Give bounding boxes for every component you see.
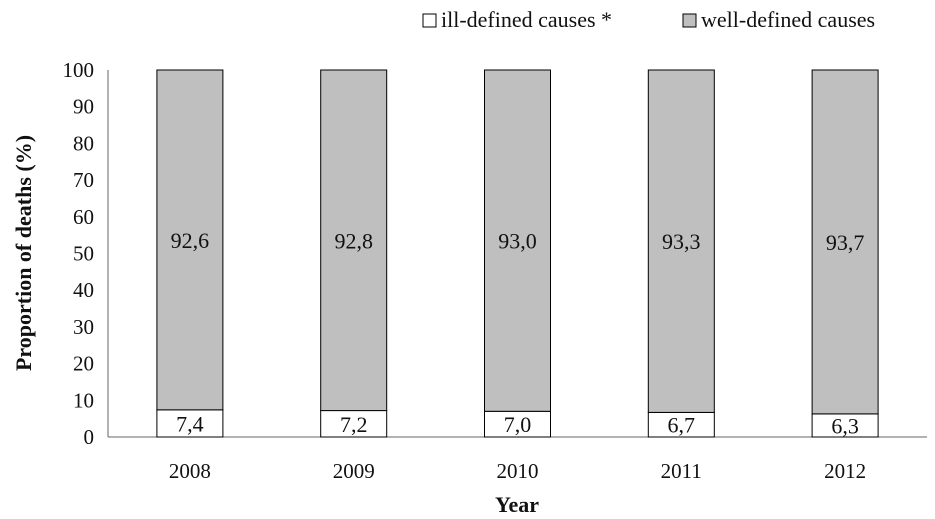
x-axis-title: Year <box>495 492 539 514</box>
bar-ill-defined <box>156 409 224 438</box>
y-tick-label: 50 <box>73 242 94 266</box>
x-tick-label: 2012 <box>824 459 866 483</box>
legend-swatch <box>422 13 437 28</box>
data-label: 93,7 <box>826 230 865 255</box>
bar-ill-defined <box>320 410 388 438</box>
bars: 7,4 92,6 7,2 92,8 7,0 93,0 6,7 93,3 6,3 93,7 <box>156 69 879 438</box>
data-label: 7,0 <box>504 412 532 437</box>
data-label: 7,4 <box>176 411 204 436</box>
y-axis: 0 10 20 30 40 50 60 70 80 90 100 <box>63 58 109 449</box>
x-tick-label: 2008 <box>169 459 211 483</box>
legend-label: well-defined causes <box>701 7 875 32</box>
y-tick-label: 60 <box>73 205 94 229</box>
y-tick-label: 30 <box>73 315 94 339</box>
x-tick-label: 2011 <box>661 459 702 483</box>
y-axis-title: Proportion of deaths (%) <box>11 135 36 371</box>
data-label: 93,3 <box>662 229 701 254</box>
data-label: 92,6 <box>171 228 210 253</box>
legend-swatch <box>682 13 697 28</box>
data-label: 92,8 <box>334 228 373 253</box>
y-tick-label: 10 <box>73 388 94 412</box>
y-tick-label: 0 <box>84 425 95 449</box>
bar-ill-defined <box>647 411 715 438</box>
legend-label: ill-defined causes * <box>441 7 612 32</box>
y-tick-label: 70 <box>73 168 94 192</box>
bar-well-defined <box>484 69 551 412</box>
data-label: 7,2 <box>340 412 368 437</box>
x-tick-label: 2010 <box>497 459 539 483</box>
data-label: 93,0 <box>498 229 537 254</box>
bar-well-defined <box>811 69 879 415</box>
legend: ill-defined causes * well-defined causes <box>422 7 875 32</box>
y-tick-label: 80 <box>73 131 94 155</box>
y-tick-label: 90 <box>73 95 94 119</box>
bar-well-defined <box>647 69 715 413</box>
data-label: 6,3 <box>831 413 859 438</box>
bar-well-defined <box>320 69 388 412</box>
y-tick-label: 100 <box>63 58 95 82</box>
data-label: 6,7 <box>668 413 696 438</box>
x-tick-label: 2009 <box>333 459 375 483</box>
x-axis: 2008 2009 2010 2011 2012 <box>108 436 927 483</box>
y-tick-label: 20 <box>73 352 94 376</box>
bar-well-defined <box>156 69 224 411</box>
y-tick-label: 40 <box>73 278 94 302</box>
